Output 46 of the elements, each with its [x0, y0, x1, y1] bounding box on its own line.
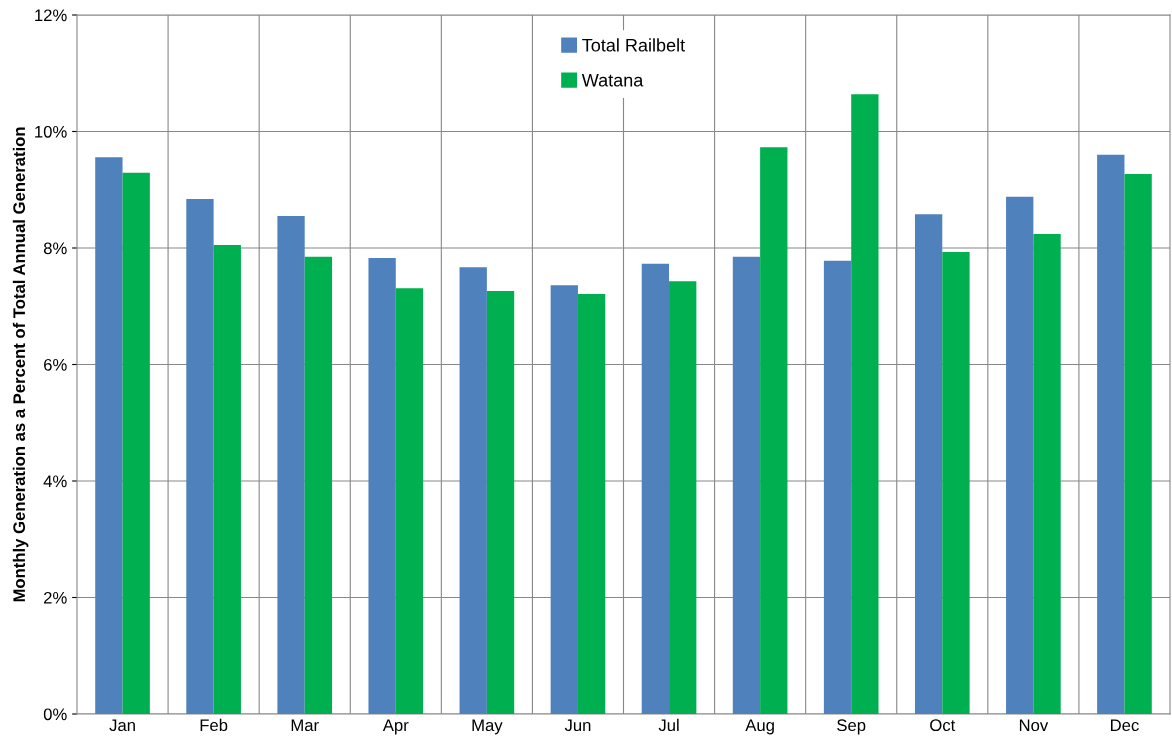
bar: [823, 260, 852, 714]
y-tick-label: 6%: [44, 358, 67, 371]
bar: [486, 291, 515, 714]
x-tick-label: Jun: [564, 719, 591, 732]
x-tick-label: Jan: [109, 719, 135, 732]
x-tick-label: Aug: [745, 719, 774, 735]
bar: [760, 147, 788, 714]
bar: [851, 94, 879, 714]
bar: [459, 267, 487, 714]
bar: [304, 256, 333, 714]
x-tick-label: Apr: [382, 719, 409, 735]
x-tick-label: Jul: [658, 718, 679, 732]
x-tick-label: Dec: [1111, 719, 1139, 732]
bar: [368, 257, 396, 714]
y-tick-label: 4%: [43, 475, 67, 488]
bar: [942, 252, 970, 714]
x-tick-label: Oct: [930, 719, 956, 732]
y-tick-label: 2%: [44, 591, 67, 604]
x-tick-label: Sep: [837, 719, 866, 735]
bar: [1097, 154, 1125, 714]
bar: [95, 157, 123, 714]
x-tick-label: Feb: [200, 718, 228, 732]
legend-label: Watana: [581, 73, 644, 87]
bar: [1124, 174, 1152, 714]
bar: [732, 256, 761, 714]
y-axis-title: Monthly Generation as a Percent of Total Annual Generation: [12, 127, 29, 602]
bar: [277, 215, 305, 714]
legend-label: Total Railbelt: [582, 38, 685, 52]
bar: [669, 281, 697, 714]
bar: [213, 245, 241, 714]
y-tick-label: 0%: [43, 708, 67, 721]
y-tick-label: 8%: [43, 242, 67, 255]
bar: [1033, 234, 1061, 714]
bar: [914, 214, 943, 714]
bar: [1006, 196, 1034, 714]
bar: [550, 285, 578, 714]
x-tick-label: Mar: [291, 719, 319, 732]
bar: [122, 172, 150, 714]
bar: [641, 263, 670, 714]
bar: [186, 199, 214, 714]
y-tick-label: 10%: [35, 125, 67, 138]
x-tick-label: Nov: [1019, 719, 1049, 732]
bar: [577, 294, 606, 714]
x-tick-label: May: [472, 719, 503, 735]
bar: [395, 288, 424, 714]
y-tick-label: 12%: [35, 9, 67, 22]
